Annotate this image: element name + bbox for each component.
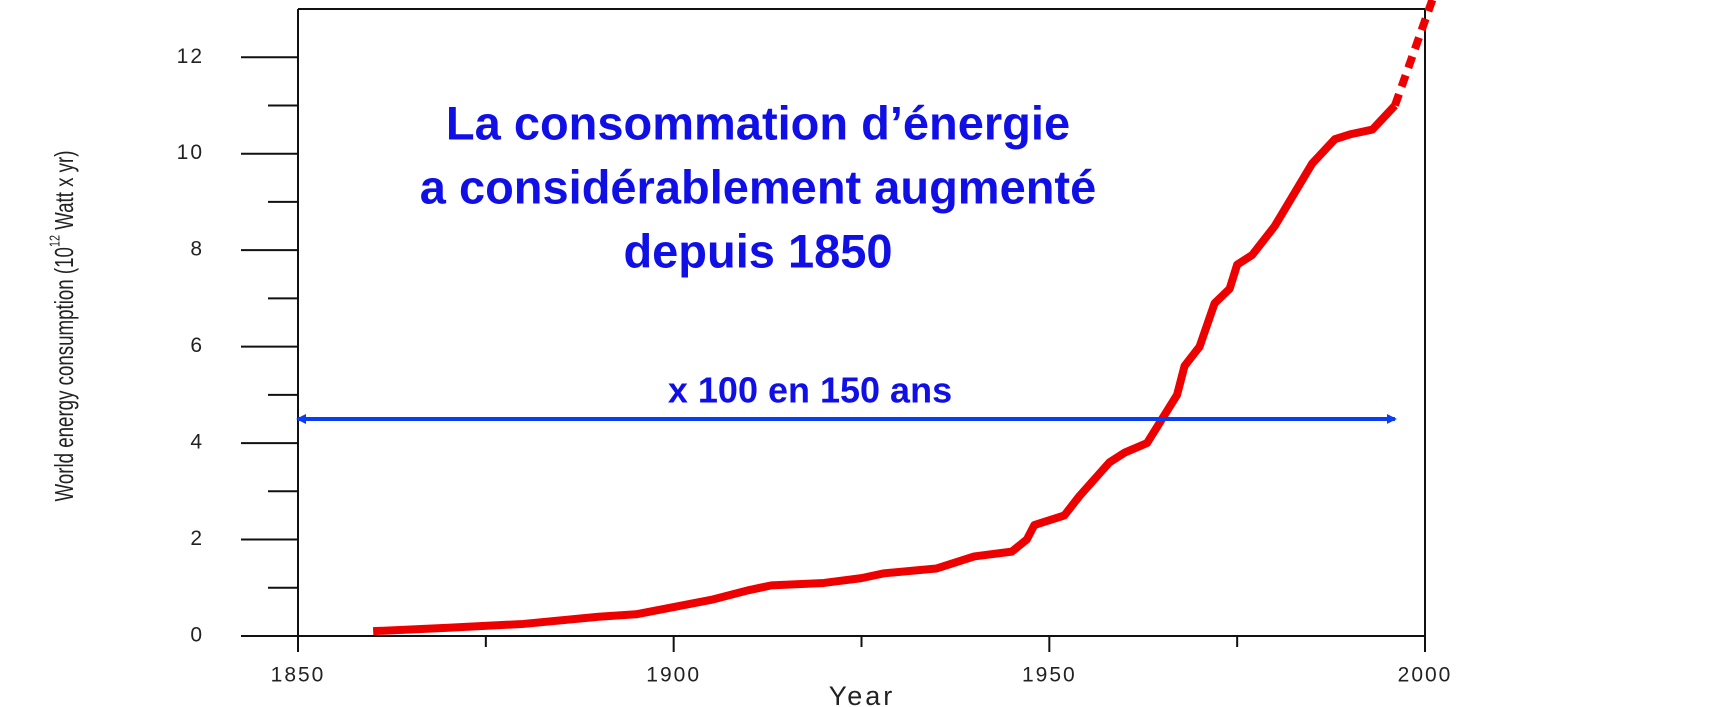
x-tick-label: 1950 <box>1022 664 1077 687</box>
y-axis-label-part: 12 <box>46 235 63 247</box>
y-tick-label: 12 <box>177 45 204 68</box>
chart-title: a considérablement augmenté <box>420 160 1096 213</box>
chart-title: depuis 1850 <box>623 224 892 277</box>
y-axis-label-part: Watt x yr) <box>49 151 79 236</box>
x-tick-label: 2000 <box>1398 664 1453 687</box>
y-tick-label: 8 <box>190 238 204 261</box>
y-tick-label: 0 <box>190 624 204 647</box>
data-line <box>1391 0 1437 107</box>
y-tick-label: 2 <box>190 527 204 550</box>
y-axis-label-part: World energy consumption (10 <box>49 247 79 501</box>
annotation-text: x 100 en 150 ans <box>668 369 952 410</box>
y-axis-label: World energy consumption (1012 Watt x yr… <box>46 151 78 502</box>
x-axis-label: Year <box>829 681 896 707</box>
chart-title: La consommation d’énergie <box>446 96 1070 149</box>
data-line <box>372 102 1398 636</box>
y-tick-label: 10 <box>177 141 204 164</box>
y-tick-label: 4 <box>190 431 204 454</box>
x-tick-label: 1900 <box>646 664 701 687</box>
x-tick-label: 1850 <box>271 664 326 687</box>
y-tick-label: 6 <box>190 334 204 357</box>
